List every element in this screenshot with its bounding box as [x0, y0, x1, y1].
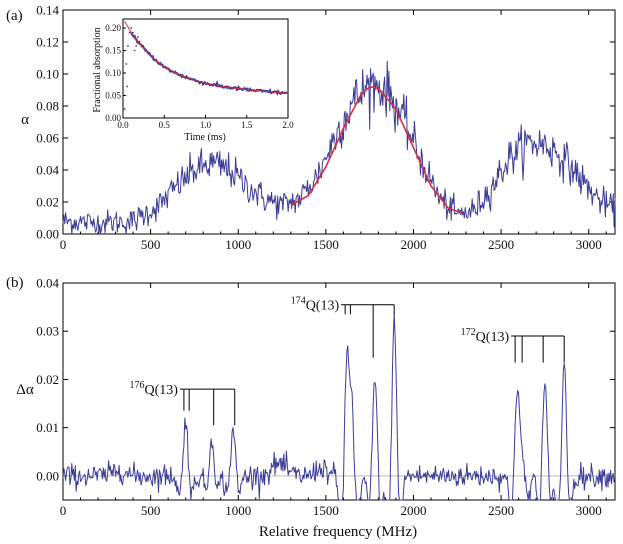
panel-b-label: (b)	[6, 275, 24, 291]
inset-ytick-label: 0.05	[105, 91, 121, 101]
panel-a-ytick-label: 0.10	[36, 67, 59, 82]
inset-ytick-label: 0.15	[105, 46, 121, 56]
isotope-annotation-176: 176Q(13)	[129, 380, 236, 426]
inset-early-point	[126, 85, 129, 88]
inset-early-point	[125, 63, 128, 65]
panel-a: (a) 0 500 1000 1500 2000 2500 3000 0.00 0.02 0.04…	[6, 3, 616, 252]
panel-b-xtick-label: 2000	[400, 503, 426, 518]
panel-a-xtick-label: 1500	[313, 237, 339, 252]
panel-b-xtick-label: 1000	[225, 503, 251, 518]
panel-b-xtick-label: 0	[60, 503, 67, 518]
inset-xtick-label: 1.5	[241, 120, 253, 130]
isotope-annotation-172: 172Q(13)	[461, 327, 565, 363]
panel-b-series	[62, 313, 616, 501]
inset-ytick-label: 0.10	[105, 68, 121, 78]
inset-series	[123, 21, 288, 110]
panel-a-xtick-label: 2000	[400, 237, 426, 252]
inset-xtick-label: 2.0	[282, 120, 294, 130]
panel-a-data-line	[62, 60, 616, 235]
panel-a-xtick-label: 1000	[225, 237, 251, 252]
inset-ytick-label: 0.00	[105, 113, 121, 123]
panel-a-axes	[62, 9, 616, 235]
inset-xlabel: Time (ms)	[184, 132, 226, 143]
inset-early-point	[127, 45, 129, 47]
panel-b-ytick-label: 0.04	[36, 276, 59, 291]
panel-a-inset: 0.0 0.5 1.0 1.5 2.0 0.00 0.05 0.10 0.15 0.20 Time…	[92, 18, 294, 143]
panel-a-xtick-label: 0	[60, 237, 67, 252]
inset-ytick-label: 0.20	[105, 23, 121, 33]
panel-a-ytick-label: 0.04	[36, 163, 59, 178]
inset-early-point	[128, 31, 131, 34]
panel-b-ticks: 0 500 1000 1500 2000 2500 3000 0.00 0.01 0.02 0.03…	[36, 276, 615, 518]
panel-a-label: (a)	[6, 8, 23, 24]
panel-b-ytick-label: 0.01	[36, 420, 59, 435]
inset-early-point	[135, 45, 138, 47]
panel-b-ylabel: Δα	[16, 382, 34, 398]
inset-fit-line	[124, 21, 287, 94]
inset-early-point	[123, 108, 126, 110]
inset-early-point	[133, 49, 136, 52]
panel-a-xtick-label: 3000	[576, 237, 602, 252]
panel-a-xtick-label: 500	[141, 237, 161, 252]
inset-ticks: 0.0 0.5 1.0 1.5 2.0 0.00 0.05 0.10 0.15 0.20	[105, 23, 294, 130]
panel-a-ytick-label: 0.08	[36, 99, 59, 114]
inset-frame	[122, 18, 289, 119]
panel-a-frame	[62, 9, 616, 235]
panel-b: (b) 0 500 1000 1500 2000 2500 3000 0.00 0.01 0.02…	[6, 275, 616, 540]
isotope-annotation-174: 174Q(13)	[291, 296, 395, 358]
inset-axes	[122, 18, 289, 119]
panel-b-xtick-label: 2500	[488, 503, 514, 518]
panel-b-ytick-label: 0.03	[36, 324, 59, 339]
inset-early-point	[130, 27, 133, 29]
inset-xtick-label: 0.0	[117, 120, 129, 130]
panel-a-xtick-label: 2500	[488, 237, 514, 252]
panel-a-fit-line	[290, 85, 463, 214]
isotope-label-176: 176Q(13)	[129, 380, 178, 398]
panel-a-ytick-label: 0.06	[36, 131, 59, 146]
isotope-label-172: 172Q(13)	[461, 327, 510, 345]
panel-a-ytick-label: 0.12	[36, 35, 59, 50]
panel-b-xlabel: Relative frequency (MHz)	[259, 524, 417, 540]
inset-ylabel: Fractional absorption	[92, 27, 103, 112]
panel-a-ytick-label: 0.02	[36, 195, 59, 210]
panel-a-ytick-label: 0.14	[36, 3, 59, 18]
panel-b-ytick-label: 0.00	[36, 468, 59, 483]
panel-b-ytick-label: 0.02	[36, 372, 59, 387]
panel-b-annotations: 176Q(13) 174Q(13) 172Q(13)	[129, 296, 565, 426]
panel-b-xtick-label: 1500	[313, 503, 339, 518]
panel-a-ytick-label: 0.00	[36, 227, 59, 242]
inset-early-point	[132, 31, 134, 34]
inset-early-point	[138, 40, 141, 43]
isotope-label-174: 174Q(13)	[291, 296, 340, 314]
panel-a-fit	[290, 85, 463, 214]
panel-a-series	[62, 60, 616, 235]
panel-a-ticks: 0 500 1000 1500 2000 2500 3000 0.00 0.02 0.04 0.06…	[36, 3, 615, 252]
inset-xtick-label: 0.5	[159, 120, 171, 130]
panel-b-data-line	[62, 313, 616, 501]
panel-b-xtick-label: 3000	[576, 503, 602, 518]
panel-b-xtick-label: 500	[141, 503, 161, 518]
inset-xtick-label: 1.0	[200, 120, 212, 130]
inset-early-point	[136, 36, 139, 38]
panel-a-ylabel: α	[21, 112, 29, 128]
